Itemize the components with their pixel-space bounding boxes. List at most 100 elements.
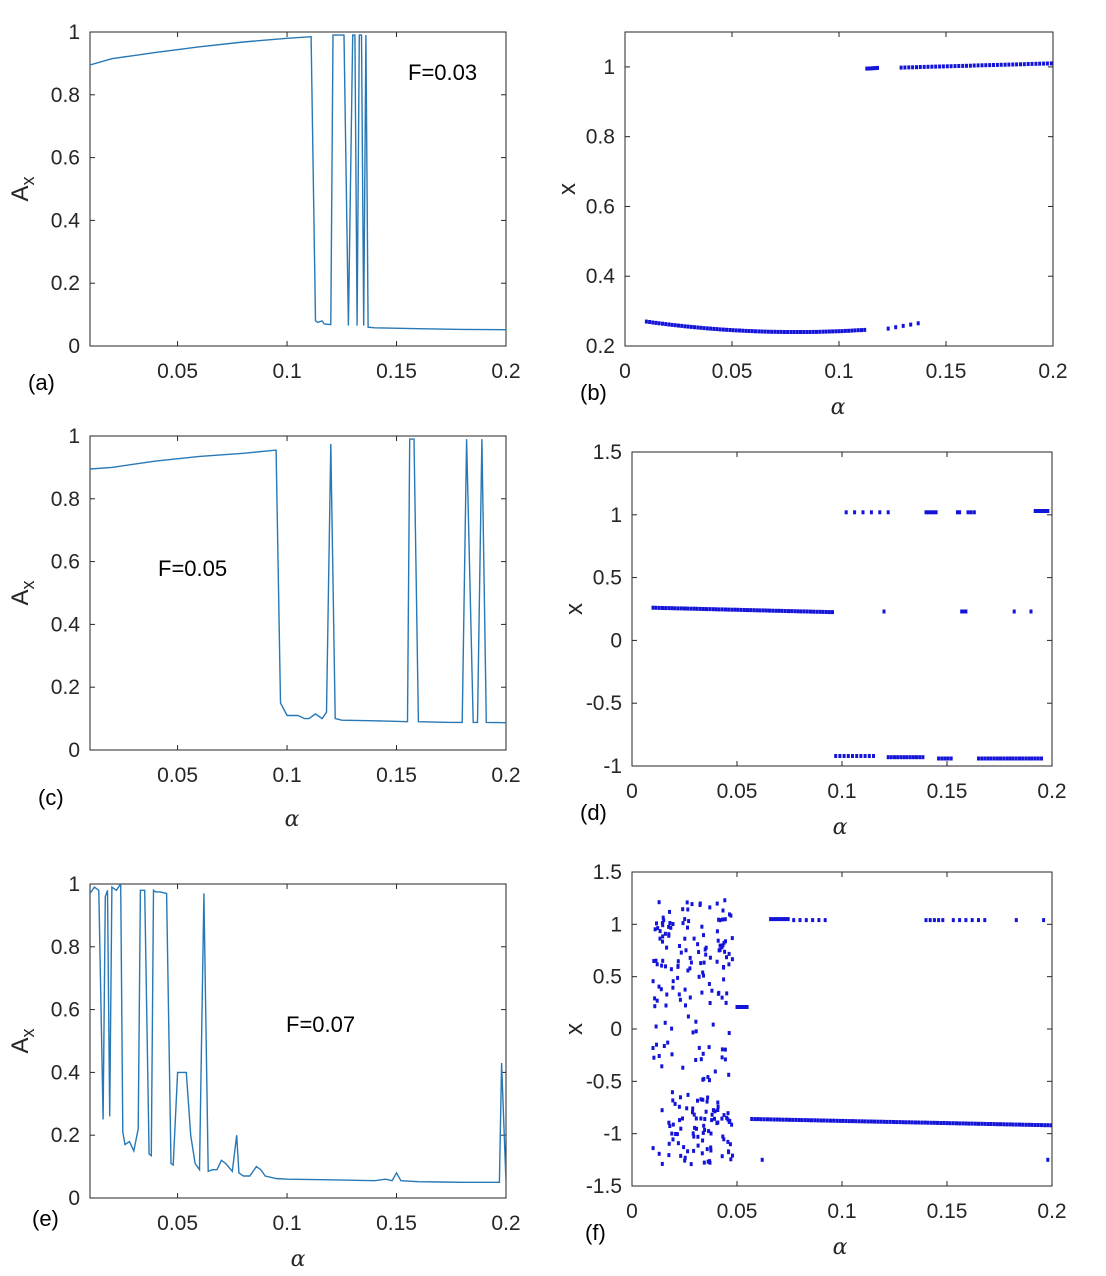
axes-box <box>89 31 507 347</box>
data-point <box>660 1108 664 1113</box>
data-point <box>928 918 932 923</box>
data-point <box>972 510 976 515</box>
data-point <box>815 609 819 614</box>
data-point <box>655 921 658 926</box>
data-point <box>660 963 664 968</box>
data-point <box>707 1129 711 1134</box>
data-point <box>929 1120 933 1125</box>
data-point <box>1046 1123 1050 1128</box>
data-point <box>766 329 770 334</box>
data-point <box>661 923 665 928</box>
data-point <box>711 1022 715 1027</box>
data-point <box>992 1122 996 1127</box>
data-point <box>651 979 655 984</box>
data-point <box>661 915 665 920</box>
y-tick-label: 1 <box>610 913 622 936</box>
data-point <box>834 329 838 334</box>
data-point <box>726 1111 730 1116</box>
data-point <box>718 943 722 948</box>
x-tick-label: 0.1 <box>272 764 301 787</box>
data-point <box>708 905 712 910</box>
data-point <box>823 918 827 923</box>
y-tick-label: 1.5 <box>593 861 622 884</box>
data-point <box>908 755 912 760</box>
data-point <box>676 959 680 964</box>
data-point <box>817 918 821 923</box>
data-point <box>720 1154 724 1159</box>
data-point <box>869 510 873 515</box>
data-point <box>644 319 648 324</box>
data-point <box>696 1143 700 1148</box>
data-point <box>806 1118 810 1123</box>
data-point <box>684 948 688 953</box>
data-point <box>683 936 687 941</box>
y-tick-label: 0.8 <box>51 488 80 511</box>
data-point <box>728 1118 732 1123</box>
data-point <box>865 66 869 71</box>
data-point <box>873 1119 876 1124</box>
data-point <box>753 1117 757 1122</box>
data-point <box>898 1120 902 1125</box>
data-point <box>725 327 729 332</box>
data-point <box>766 1117 769 1122</box>
data-point <box>779 329 783 334</box>
data-point <box>840 329 844 334</box>
data-point <box>658 929 662 934</box>
data-point <box>683 917 687 922</box>
data-point <box>681 1065 685 1070</box>
data-point <box>1030 1122 1034 1127</box>
x-tick-label: 0.1 <box>824 360 853 383</box>
annotation-label: F=0.07 <box>286 1012 355 1037</box>
data-point <box>651 605 655 610</box>
axes-box <box>624 31 1054 347</box>
data-point <box>934 64 938 69</box>
data-point <box>819 1118 823 1123</box>
data-point <box>937 756 941 761</box>
data-point <box>1003 62 1007 67</box>
data-point <box>995 756 999 761</box>
x-tick-label: 0 <box>619 360 631 383</box>
data-point <box>717 607 721 612</box>
data-point <box>1014 1122 1018 1127</box>
data-point <box>670 322 674 327</box>
data-point <box>686 907 690 912</box>
x-tick-label: 0 <box>626 780 638 803</box>
data-point <box>701 970 705 975</box>
data-point <box>654 320 658 325</box>
data-point <box>855 754 859 758</box>
data-point <box>860 1119 864 1124</box>
data-point <box>744 328 748 333</box>
data-point <box>658 936 662 941</box>
x-axis-label: α <box>833 1235 848 1260</box>
data-point <box>677 992 681 997</box>
x-tick-label: 0.05 <box>157 1212 198 1235</box>
annotation-label: F=0.03 <box>408 60 477 85</box>
data-point <box>651 1046 655 1050</box>
data-point <box>926 1120 930 1125</box>
data-point <box>667 924 671 929</box>
data-point <box>793 609 797 614</box>
data-point <box>699 1057 703 1062</box>
data-point <box>677 1104 681 1109</box>
data-point <box>1021 1122 1025 1127</box>
data-point <box>671 1098 675 1103</box>
data-point <box>655 962 659 967</box>
data-point <box>663 1020 667 1025</box>
data-point <box>673 1101 677 1106</box>
data-point <box>792 918 796 923</box>
data-point <box>660 1161 664 1166</box>
data-point <box>709 326 713 331</box>
data-point <box>769 1117 773 1122</box>
data-point <box>932 510 936 515</box>
data-point <box>722 965 726 970</box>
data-point <box>811 918 815 923</box>
data-point <box>722 977 726 982</box>
data-point <box>679 1126 683 1131</box>
data-point <box>929 510 933 515</box>
data-point <box>924 918 928 923</box>
data-point <box>695 1126 698 1131</box>
data-point <box>757 329 761 334</box>
data-point <box>899 755 903 760</box>
data-point <box>940 756 944 761</box>
data-point <box>893 755 896 760</box>
